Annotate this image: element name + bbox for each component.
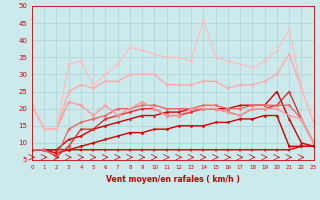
X-axis label: Vent moyen/en rafales ( km/h ): Vent moyen/en rafales ( km/h ): [106, 175, 240, 184]
